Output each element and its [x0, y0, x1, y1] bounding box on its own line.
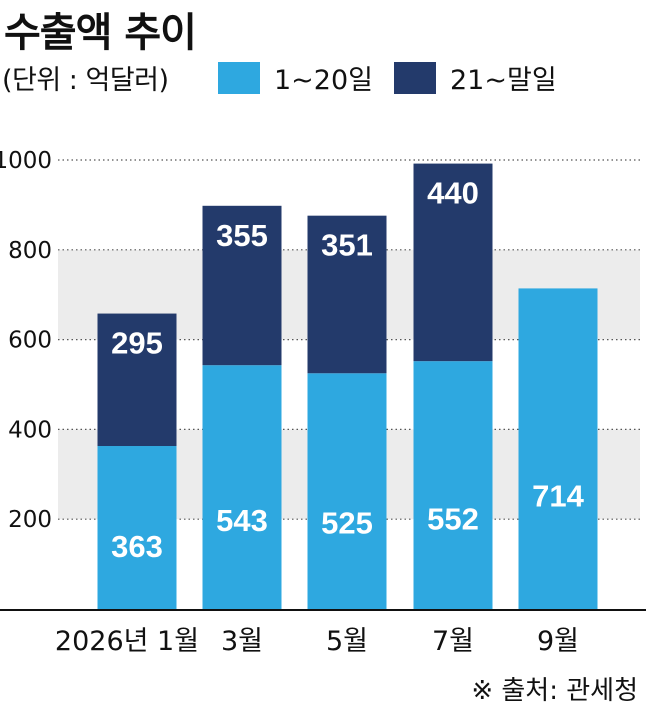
bar-segment-1-20: [518, 288, 598, 609]
source-note: ※ 출처: 관세청: [471, 676, 638, 706]
data-label: 552: [427, 502, 479, 537]
chart-title: 수출액 추이: [4, 10, 197, 56]
y-tick-label: 200: [8, 507, 52, 533]
y-tick-label: 1000: [0, 148, 52, 174]
legend-swatch-1-20: [218, 61, 260, 94]
data-label: 351: [321, 228, 373, 263]
data-label: 714: [532, 478, 584, 513]
legend-item-1-20: 1~20일: [218, 58, 373, 97]
data-label: 440: [427, 176, 479, 211]
data-label: 295: [111, 326, 163, 361]
x-label-2026-jan: 2026년 1월: [55, 626, 199, 657]
legend-swatch-21-end: [394, 61, 436, 94]
bar-segment-1-20: [307, 373, 387, 609]
y-tick-label: 400: [8, 417, 52, 443]
data-label: 363: [111, 529, 163, 564]
bar-segment-21-end: [413, 163, 493, 362]
bar-segment-21-end: [202, 205, 282, 366]
x-label-jul: 7월: [432, 626, 474, 657]
x-label-may: 5월: [326, 626, 368, 657]
data-label: 543: [216, 503, 268, 538]
legend-label-1-20: 1~20일: [274, 65, 373, 96]
y-tick-label: 800: [8, 238, 52, 264]
unit-label: (단위 : 억달러): [2, 65, 169, 96]
x-label-mar: 3월: [221, 626, 263, 657]
bar-segment-21-end: [97, 313, 177, 447]
bar-segment-1-20: [97, 446, 177, 609]
y-tick-label: 600: [8, 328, 52, 354]
bar-segment-1-20: [413, 361, 493, 609]
bar-segment-21-end: [307, 215, 387, 374]
x-label-sep: 9월: [537, 626, 579, 657]
legend-item-21-end: 21~말일: [394, 58, 557, 97]
data-label: 355: [216, 218, 268, 253]
bar-segment-1-20: [202, 365, 282, 609]
data-label: 525: [321, 506, 373, 541]
legend-label-21-end: 21~말일: [450, 65, 557, 96]
